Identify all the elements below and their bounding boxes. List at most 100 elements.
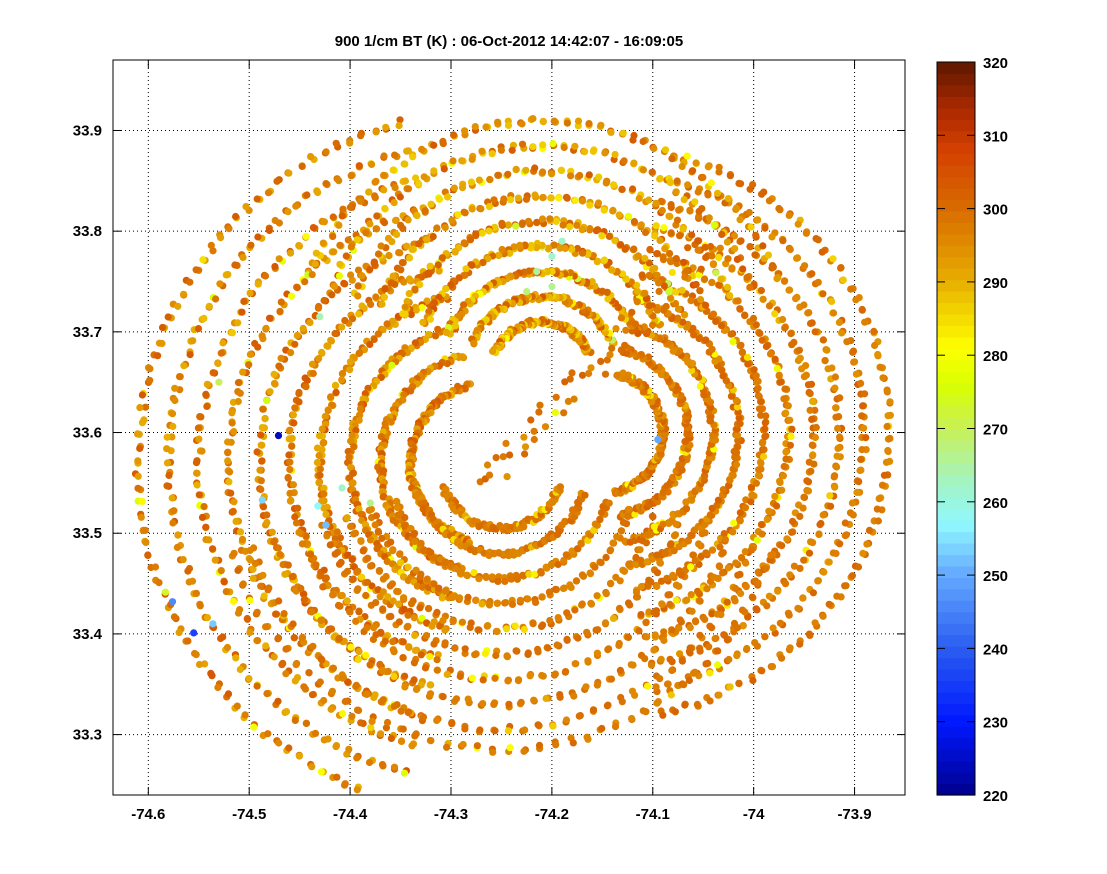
- data-point: [541, 423, 550, 431]
- data-point: [609, 614, 618, 623]
- data-point: [520, 523, 528, 531]
- data-point: [439, 693, 447, 701]
- data-point: [312, 249, 320, 257]
- data-point: [367, 562, 375, 570]
- data-point: [819, 511, 827, 519]
- data-point: [388, 580, 396, 588]
- data-point: [483, 461, 492, 469]
- data-point: [207, 241, 215, 249]
- data-point: [372, 293, 380, 301]
- data-point: [426, 262, 434, 270]
- data-point: [672, 288, 680, 296]
- data-point: [663, 574, 671, 582]
- data-point: [859, 402, 867, 410]
- data-point: [390, 763, 399, 771]
- data-point: [229, 597, 238, 605]
- data-point: [277, 354, 285, 362]
- data-point: [328, 687, 336, 695]
- data-point: [381, 637, 389, 645]
- data-point: [476, 726, 484, 734]
- data-point: [726, 683, 734, 691]
- data-point: [491, 727, 499, 735]
- data-point: [229, 507, 237, 515]
- data-point: [841, 519, 849, 527]
- data-point: [786, 416, 794, 424]
- data-point: [329, 213, 337, 221]
- colorbar-band: [937, 405, 975, 418]
- data-point: [389, 272, 397, 280]
- data-point: [754, 216, 762, 224]
- data-point: [290, 419, 298, 427]
- data-point: [259, 571, 267, 579]
- data-point: [419, 583, 427, 591]
- data-point: [251, 559, 259, 568]
- data-point: [870, 327, 878, 335]
- data-point: [811, 328, 819, 336]
- x-tick-label: -74.5: [232, 806, 266, 823]
- data-point: [441, 641, 449, 649]
- data-point: [779, 315, 787, 324]
- data-point: [653, 582, 661, 591]
- data-point: [647, 530, 655, 539]
- data-point: [410, 614, 418, 622]
- data-point: [383, 320, 391, 328]
- data-point: [625, 560, 633, 568]
- data-point: [285, 744, 293, 752]
- data-point: [609, 207, 617, 215]
- data-point: [404, 611, 412, 619]
- data-point: [634, 252, 642, 260]
- data-point: [651, 609, 659, 617]
- data-point: [163, 459, 172, 467]
- data-point: [249, 565, 257, 573]
- data-point: [754, 377, 762, 385]
- data-point: [883, 388, 891, 396]
- data-point: [688, 366, 696, 375]
- colorbar-band: [937, 394, 975, 407]
- data-point: [332, 742, 341, 750]
- data-point: [672, 520, 680, 528]
- data-point: [197, 413, 205, 421]
- y-tick-label: 33.4: [73, 626, 103, 643]
- colorbar-tick-label: 320: [983, 55, 1008, 72]
- data-point: [427, 737, 435, 745]
- data-point: [779, 237, 787, 245]
- data-point: [671, 300, 680, 308]
- data-point: [343, 514, 351, 522]
- data-point: [831, 373, 840, 381]
- data-point: [262, 642, 270, 650]
- data-point: [855, 478, 863, 486]
- data-point: [275, 597, 283, 605]
- data-point: [567, 583, 575, 592]
- data-point: [404, 708, 412, 717]
- data-point: [302, 383, 310, 391]
- data-point: [346, 358, 354, 366]
- data-point: [420, 547, 428, 555]
- data-point: [387, 279, 395, 287]
- data-point: [270, 370, 278, 378]
- data-point: [366, 340, 374, 349]
- data-point: [320, 696, 328, 705]
- data-point: [294, 504, 302, 512]
- data-point: [566, 375, 574, 383]
- data-point: [689, 324, 697, 332]
- data-point: [309, 224, 317, 232]
- data-point: [282, 708, 291, 716]
- data-point: [773, 502, 781, 510]
- data-point: [365, 758, 374, 767]
- data-point: [387, 538, 395, 546]
- data-point: [185, 578, 193, 586]
- data-point: [358, 272, 366, 280]
- data-point: [677, 571, 686, 579]
- data-point: [581, 491, 589, 499]
- data-point: [735, 680, 743, 688]
- data-point: [359, 547, 367, 555]
- data-point: [624, 212, 633, 220]
- data-point: [796, 354, 804, 362]
- data-point: [560, 556, 568, 565]
- data-point: [352, 617, 360, 625]
- data-point: [468, 155, 476, 163]
- data-point: [800, 556, 808, 564]
- data-point: [531, 570, 539, 578]
- data-point: [479, 676, 487, 684]
- colorbar-tick-label: 290: [983, 275, 1008, 292]
